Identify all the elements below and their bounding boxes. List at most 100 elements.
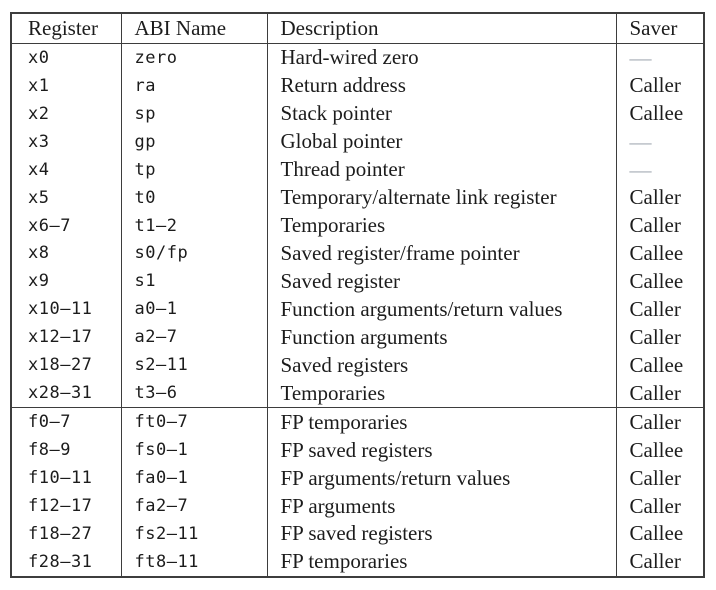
table-row: x6–7 t1–2 Temporaries Caller	[10, 211, 705, 240]
cell-description: Saved registers	[266, 351, 617, 380]
cell-abi: fs2–11	[120, 519, 268, 548]
cell-saver: —	[615, 155, 705, 184]
cell-abi: t0	[120, 183, 268, 212]
cell-saver: Caller	[615, 323, 705, 352]
cell-saver: Callee	[615, 239, 705, 268]
cell-saver: Caller	[615, 295, 705, 324]
table-header: Register ABI Name Description Saver	[10, 13, 705, 44]
cell-abi: ft0–7	[120, 407, 268, 437]
cell-saver: —	[615, 43, 705, 72]
cell-saver: Caller	[615, 379, 705, 408]
table-row: x3 gp Global pointer —	[10, 127, 705, 156]
cell-description: Stack pointer	[266, 99, 617, 128]
table-row: f12–17 fa2–7 FP arguments Caller	[10, 492, 705, 520]
table-row: f0–7 ft0–7 FP temporaries Caller	[10, 407, 705, 437]
cell-register: f18–27	[10, 519, 122, 548]
cell-description: FP arguments	[266, 492, 617, 520]
cell-abi: sp	[120, 99, 268, 128]
cell-abi: s2–11	[120, 351, 268, 380]
cell-description: FP saved registers	[266, 519, 617, 548]
cell-saver: Caller	[615, 492, 705, 520]
cell-abi: fs0–1	[120, 436, 268, 465]
cell-description: Saved register	[266, 267, 617, 296]
cell-saver: Caller	[615, 464, 705, 493]
cell-saver: —	[615, 127, 705, 156]
col-header-saver: Saver	[615, 13, 705, 44]
cell-abi: a2–7	[120, 323, 268, 352]
cell-abi: t1–2	[120, 211, 268, 240]
cell-abi: ra	[120, 71, 268, 100]
cell-abi: zero	[120, 43, 268, 72]
cell-register: x28–31	[10, 379, 122, 408]
table-row: f8–9 fs0–1 FP saved registers Callee	[10, 436, 705, 465]
header-row: Register ABI Name Description Saver	[10, 13, 705, 44]
cell-saver: Caller	[615, 211, 705, 240]
cell-description: Temporary/alternate link register	[266, 183, 617, 212]
col-header-description: Description	[266, 13, 617, 44]
cell-description: FP arguments/return values	[266, 464, 617, 493]
table-row: x9 s1 Saved register Callee	[10, 267, 705, 296]
cell-description: Function arguments/return values	[266, 295, 617, 324]
cell-abi: s0/fp	[120, 239, 268, 268]
cell-register: x10–11	[10, 295, 122, 324]
cell-register: x1	[10, 71, 122, 100]
table-row: x12–17 a2–7 Function arguments Caller	[10, 323, 705, 352]
cell-abi: s1	[120, 267, 268, 296]
cell-description: Function arguments	[266, 323, 617, 352]
table-row: f10–11 fa0–1 FP arguments/return values Cal…	[10, 464, 705, 493]
cell-description: Saved register/frame pointer	[266, 239, 617, 268]
cell-saver: Caller	[615, 547, 705, 577]
cell-description: Return address	[266, 71, 617, 100]
cell-register: x4	[10, 155, 122, 184]
cell-register: f28–31	[10, 547, 122, 577]
cell-saver: Caller	[615, 183, 705, 212]
table-row: x2 sp Stack pointer Callee	[10, 99, 705, 128]
cell-register: f12–17	[10, 492, 122, 520]
table-row: x0 zero Hard-wired zero —	[10, 43, 705, 72]
cell-abi: fa2–7	[120, 492, 268, 520]
cell-register: x0	[10, 43, 122, 72]
cell-saver: Callee	[615, 351, 705, 380]
register-table: Register ABI Name Description Saver x0 ze…	[10, 12, 705, 578]
integer-registers-section: x0 zero Hard-wired zero — x1 ra Return address…	[10, 43, 705, 408]
cell-abi: gp	[120, 127, 268, 156]
cell-saver: Caller	[615, 71, 705, 100]
table-row: x1 ra Return address Caller	[10, 71, 705, 100]
cell-abi: a0–1	[120, 295, 268, 324]
cell-description: Thread pointer	[266, 155, 617, 184]
table-row: x28–31 t3–6 Temporaries Caller	[10, 379, 705, 408]
table-row: f18–27 fs2–11 FP saved registers Callee	[10, 519, 705, 548]
fp-registers-section: f0–7 ft0–7 FP temporaries Caller f8–9 fs0–1 FP…	[10, 407, 705, 577]
table-row: x10–11 a0–1 Function arguments/return valu…	[10, 295, 705, 324]
cell-description: FP saved registers	[266, 436, 617, 465]
cell-saver: Callee	[615, 519, 705, 548]
cell-abi: tp	[120, 155, 268, 184]
cell-saver: Callee	[615, 267, 705, 296]
cell-register: x18–27	[10, 351, 122, 380]
col-header-register: Register	[10, 13, 122, 44]
table-row: x18–27 s2–11 Saved registers Callee	[10, 351, 705, 380]
cell-abi: ft8–11	[120, 547, 268, 577]
cell-saver: Caller	[615, 407, 705, 437]
table-row: f28–31 ft8–11 FP temporaries Caller	[10, 547, 705, 577]
cell-register: f10–11	[10, 464, 122, 493]
cell-register: x3	[10, 127, 122, 156]
cell-description: Temporaries	[266, 379, 617, 408]
cell-register: f0–7	[10, 407, 122, 437]
cell-register: x12–17	[10, 323, 122, 352]
cell-description: Global pointer	[266, 127, 617, 156]
cell-register: x9	[10, 267, 122, 296]
cell-description: Temporaries	[266, 211, 617, 240]
table-row: x4 tp Thread pointer —	[10, 155, 705, 184]
table-row: x8 s0/fp Saved register/frame pointer Calle…	[10, 239, 705, 268]
cell-register: f8–9	[10, 436, 122, 465]
cell-register: x5	[10, 183, 122, 212]
cell-abi: t3–6	[120, 379, 268, 408]
col-header-abi-name: ABI Name	[120, 13, 268, 44]
cell-register: x2	[10, 99, 122, 128]
cell-description: Hard-wired zero	[266, 43, 617, 72]
cell-register: x8	[10, 239, 122, 268]
cell-abi: fa0–1	[120, 464, 268, 493]
cell-saver: Callee	[615, 436, 705, 465]
